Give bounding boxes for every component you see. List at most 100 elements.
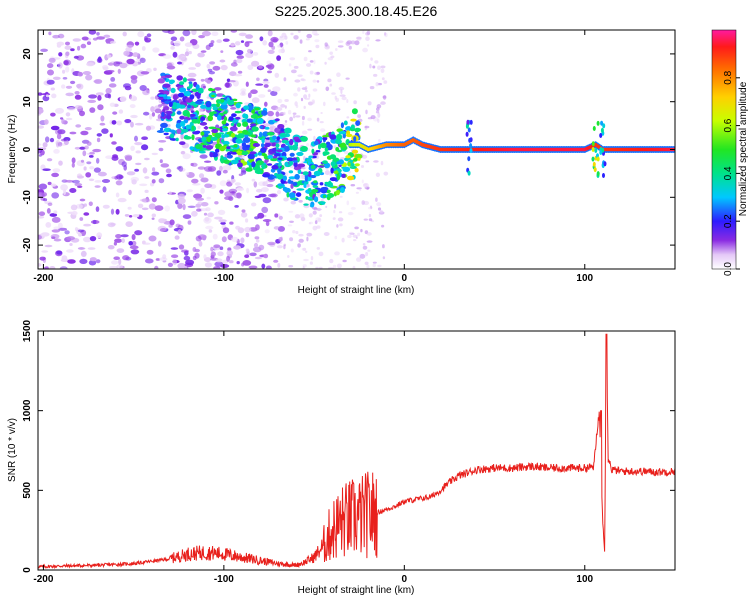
spectrogram-noise-blob	[139, 183, 148, 187]
spectrogram-noise-blob	[57, 142, 63, 147]
spectrogram-noise-blob	[154, 205, 164, 212]
spectrogram-ridge-blob	[204, 133, 209, 137]
spectrogram-noise-blob	[274, 213, 279, 218]
spectrogram-noise-blob	[208, 229, 213, 233]
spectrogram-noise-blob	[283, 111, 286, 116]
spectrogram-ridge-blob	[264, 126, 270, 130]
spectrogram-noise-blob	[267, 89, 272, 92]
spectrogram-ridge-blob	[158, 94, 167, 97]
spectrogram-noise-blob	[366, 240, 373, 243]
spectrogram-ridge-blob	[237, 133, 245, 139]
spectrogram-ridge-blob	[191, 125, 195, 131]
spectrogram-noise-blob	[51, 93, 57, 99]
spectrogram-noise-blob	[374, 60, 379, 64]
spectrogram-ridge-blob	[254, 169, 263, 175]
spectrogram-ridge-blob	[250, 123, 257, 127]
spectrogram-ridge-blob	[214, 148, 220, 153]
spectrogram-noise-blob	[253, 52, 259, 56]
spectrogram-ridge-blob	[179, 141, 186, 146]
spectrogram-ridge-blob	[251, 126, 259, 132]
spectrogram-noise-blob	[253, 181, 258, 188]
spectrogram-y-label: Frequency (Hz)	[7, 115, 18, 184]
spectrogram-noise-blob	[151, 217, 155, 220]
spectrogram-noise-blob	[115, 146, 124, 152]
spectrogram-noise-blob	[313, 135, 316, 141]
spectrogram-noise-blob	[170, 40, 174, 46]
spectrogram-noise-blob	[273, 259, 279, 263]
spectrogram-ridge-blob	[249, 151, 257, 155]
spectrogram-noise-blob	[245, 248, 250, 252]
spectrogram-noise-blob	[41, 93, 51, 96]
spectrogram-noise-blob	[305, 38, 310, 41]
spectrogram-noise-blob	[335, 48, 338, 51]
spectrogram-noise-blob	[47, 202, 53, 206]
spectrogram-flare	[596, 171, 600, 177]
spectrogram-noise-blob	[88, 155, 94, 158]
spectrogram-ridge-blob	[322, 160, 328, 165]
spectrogram-noise-blob	[233, 245, 242, 250]
spectrogram-noise-blob	[132, 52, 139, 58]
spectrogram-noise-blob	[83, 166, 87, 171]
spectrogram-noise-blob	[115, 180, 123, 186]
spectrogram-noise-blob	[208, 42, 214, 48]
spectrogram-noise-blob	[83, 212, 90, 216]
spectrogram-noise-blob	[247, 48, 253, 54]
spectrogram-noise-blob	[210, 40, 215, 44]
spectrogram-noise-blob	[376, 104, 382, 109]
spectrogram-noise-blob	[38, 92, 43, 96]
spectrogram-ridge-blob	[254, 107, 260, 111]
spectrogram-noise-blob	[298, 233, 304, 237]
spectrogram-ridge-blob	[222, 140, 230, 146]
spectrogram-noise-blob	[212, 233, 218, 240]
spectrogram-ridge-blob	[269, 139, 276, 143]
spectrogram-noise-blob	[163, 106, 170, 111]
spectrogram-noise-blob	[204, 160, 212, 163]
spectrogram-ridge-blob	[267, 154, 274, 159]
spectrogram-flare	[599, 133, 603, 138]
spectrogram-noise-blob	[195, 197, 205, 201]
spectrogram-noise-blob	[170, 247, 179, 250]
spectrogram-noise-blob	[139, 57, 146, 63]
spectrogram-ridge-blob	[345, 155, 351, 159]
spectrogram-ridge-blob	[205, 145, 214, 150]
spectrogram-noise-blob	[148, 203, 156, 210]
spectrogram-noise-blob	[323, 232, 330, 236]
spectrogram-noise-blob	[119, 96, 127, 102]
spectrogram-noise-blob	[346, 253, 352, 256]
spectrogram-noise-blob	[155, 258, 161, 261]
spectrogram-noise-blob	[181, 249, 189, 253]
spectrogram-ridge-blob	[178, 87, 187, 93]
spectrogram-ridge-blob	[313, 180, 318, 184]
spectrogram-noise-blob	[258, 65, 263, 69]
spectrogram-noise-blob	[199, 121, 208, 126]
spectrogram-noise-blob	[125, 221, 133, 228]
spectrogram-noise-blob	[237, 70, 243, 74]
spectrogram-ridge-blob	[303, 203, 309, 206]
spectrogram-noise-blob	[216, 39, 222, 44]
spectrogram-noise-blob	[105, 155, 114, 159]
spectrogram-noise-blob	[255, 239, 260, 243]
spectrogram-noise-blob	[312, 88, 318, 92]
spectrogram-noise-blob	[51, 216, 61, 223]
spectrogram-noise-blob	[79, 110, 85, 117]
spectrogram-noise-blob	[146, 33, 152, 38]
spectrogram-noise-blob	[347, 211, 354, 216]
spectrogram-ridge-blob	[250, 114, 258, 119]
spectrogram-noise-blob	[111, 141, 117, 145]
spectrogram-noise-blob	[85, 74, 93, 81]
spectrogram-ridge-blob	[311, 188, 319, 193]
spectrogram-noise-blob	[64, 230, 70, 235]
spectrogram-noise-blob	[124, 85, 132, 91]
spectrogram-ridge-blob	[284, 127, 292, 134]
spectrogram-flare	[469, 148, 473, 154]
spectrogram-noise-blob	[213, 266, 221, 269]
spectrogram-noise-blob	[276, 55, 281, 61]
spectrogram-noise-blob	[64, 45, 72, 50]
spectrogram-noise-blob	[96, 57, 103, 64]
spectrogram-noise-blob	[80, 159, 85, 163]
spectrogram-noise-blob	[74, 91, 80, 95]
spectrogram-ridge-blob	[203, 126, 209, 130]
colorbar-tick-label: 0.0	[723, 262, 734, 276]
spectrogram-noise-blob	[254, 256, 262, 260]
